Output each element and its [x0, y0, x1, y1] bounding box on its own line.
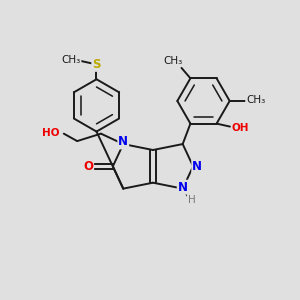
Text: N: N	[192, 160, 202, 173]
Text: HO: HO	[42, 128, 59, 138]
Text: N: N	[118, 136, 128, 148]
Text: O: O	[83, 160, 93, 173]
Text: H: H	[188, 195, 196, 205]
Text: N: N	[178, 181, 188, 194]
Text: CH₃: CH₃	[61, 55, 81, 64]
Text: CH₃: CH₃	[164, 56, 183, 66]
Text: OH: OH	[232, 123, 249, 133]
Text: CH₃: CH₃	[246, 95, 265, 105]
Text: S: S	[92, 58, 101, 71]
